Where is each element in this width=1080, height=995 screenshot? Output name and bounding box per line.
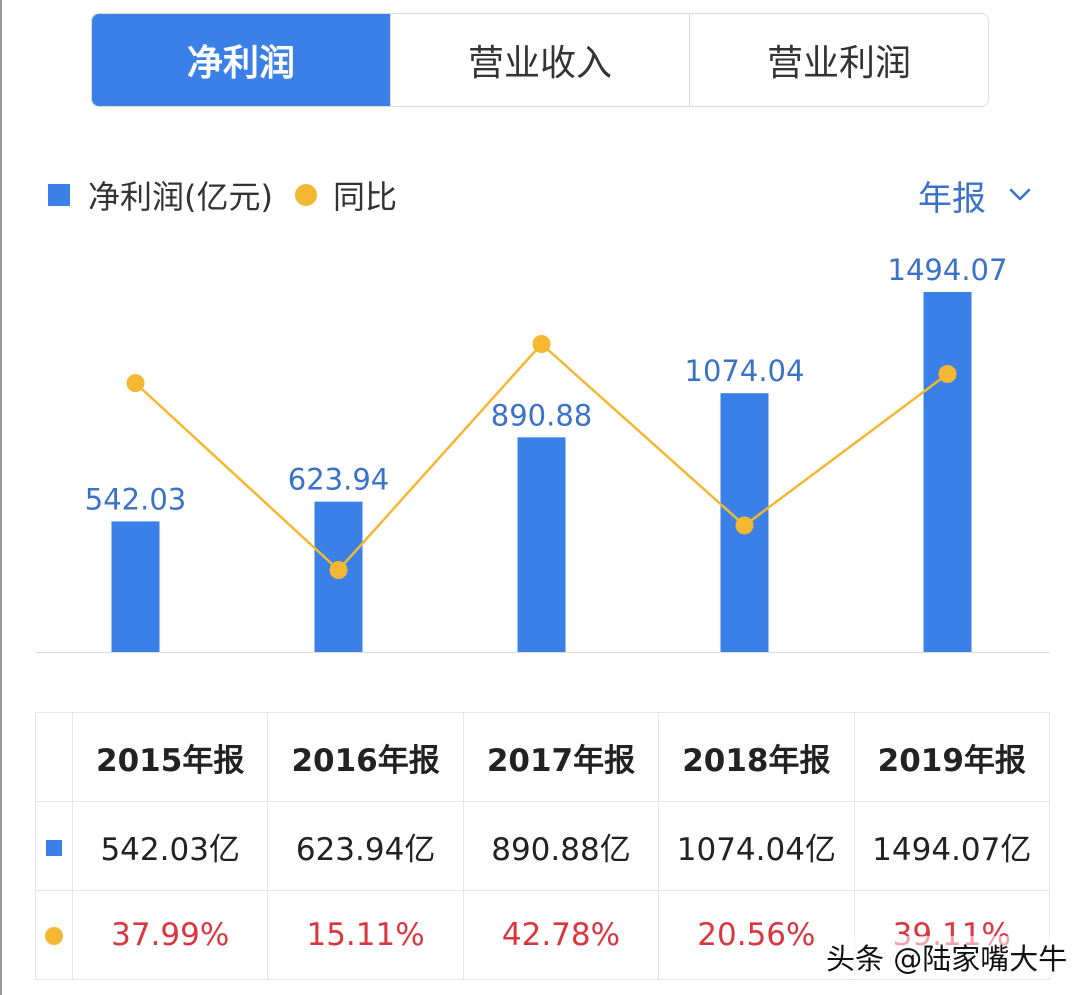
chart-legend: 净利润(亿元) 同比 [48, 170, 397, 220]
bar-value-label: 890.88 [491, 398, 592, 432]
bar-2019年报 [923, 292, 972, 652]
table-cell: 42.78% [462, 890, 660, 980]
table-cell: 542.03亿 [71, 801, 269, 891]
bar-value-label: 1494.07 [888, 253, 1008, 287]
table-cell: 15.11% [267, 890, 464, 980]
table-row-net-profit: 542.03亿 623.94亿 890.88亿 1074.04亿 1494.07… [35, 801, 1051, 891]
table-cell: 1074.04亿 [658, 801, 855, 891]
line-legend-dot-icon [294, 184, 317, 206]
bar-legend-label: 净利润(亿元) [88, 178, 273, 216]
bar-2015年报 [111, 521, 160, 652]
table-cell: 623.94亿 [267, 801, 464, 891]
table-header-row: 2015年报 2016年报 2017年报 2018年报 2019年报 [35, 712, 1051, 802]
watermark: 头条 @陆家嘴大牛 [822, 936, 1072, 978]
yoy-point-2019年报 [938, 364, 957, 383]
bar-square-icon [46, 840, 62, 856]
bar-value-label: 1074.04 [685, 354, 805, 388]
data-table: 2015年报 2016年报 2017年报 2018年报 2019年报 542.0… [35, 712, 1051, 980]
table-cell: 37.99% [71, 890, 269, 980]
line-legend-label: 同比 [332, 178, 397, 216]
bar-legend-square-icon [48, 184, 70, 206]
table-header-cell: 2016年报 [267, 712, 464, 802]
bar-2017年报 [517, 437, 566, 652]
metric-tabs: 净利润 营业收入 营业利润 [91, 13, 989, 107]
period-selector[interactable]: 年报 [918, 170, 1032, 220]
yoy-point-2015年报 [126, 374, 145, 393]
tab-operating-profit[interactable]: 营业利润 [689, 14, 988, 106]
net-profit-chart: 542.03 623.94 890.88 1074.04 1494.07 [35, 253, 1050, 653]
line-dot-icon [45, 927, 63, 945]
table-corner-cell [35, 712, 73, 802]
table-header-cell: 2015年报 [71, 712, 269, 802]
bar-value-label: 542.03 [85, 482, 186, 516]
table-cell: 20.56% [658, 890, 855, 980]
yoy-point-2018年报 [735, 516, 754, 535]
table-header-cell: 2019年报 [853, 712, 1051, 802]
chevron-down-icon [1009, 188, 1031, 201]
period-selector-label: 年报 [918, 178, 986, 219]
bar-value-label: 623.94 [288, 463, 389, 497]
tab-net-profit[interactable]: 净利润 [92, 14, 390, 106]
table-header-cell: 2017年报 [462, 712, 660, 802]
row-marker-cell [35, 890, 73, 980]
row-marker-cell [35, 801, 73, 891]
yoy-point-2016年报 [329, 561, 348, 579]
yoy-point-2017年报 [532, 335, 551, 353]
table-cell: 890.88亿 [462, 801, 660, 891]
left-edge-rule [0, 0, 2, 995]
tab-revenue[interactable]: 营业收入 [390, 14, 689, 106]
table-cell: 1494.07亿 [853, 801, 1051, 891]
table-header-cell: 2018年报 [658, 712, 855, 802]
